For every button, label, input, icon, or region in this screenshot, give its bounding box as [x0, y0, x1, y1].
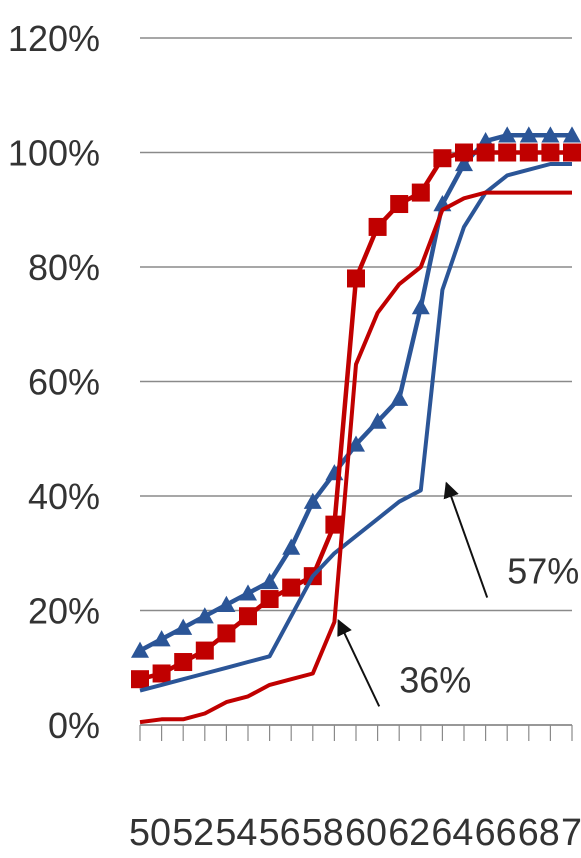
square-marker [260, 590, 279, 609]
annotation-2: 36% [337, 619, 471, 707]
triangle-marker [174, 618, 193, 635]
triangle-marker [519, 126, 538, 143]
triangle-marker [217, 595, 236, 612]
series-2 [131, 143, 581, 689]
annotation-1: 57% [443, 481, 579, 598]
square-marker [390, 195, 409, 214]
x-tick-label: 62 [388, 812, 430, 854]
series-group [131, 126, 581, 725]
x-tick-label: 60 [345, 812, 387, 854]
annotations: 57% 36% [337, 481, 579, 707]
series-4 [139, 190, 572, 725]
triangle-marker [498, 126, 517, 143]
series-line [139, 190, 572, 725]
square-marker [174, 653, 193, 672]
square-marker [519, 143, 538, 162]
x-tick-label: 56 [259, 812, 301, 854]
x-tick-label: 66 [475, 812, 517, 854]
y-tick-label: 0% [48, 705, 100, 746]
annotation-label: 57% [507, 551, 579, 592]
triangle-marker [347, 435, 365, 452]
square-marker [368, 217, 387, 236]
x-tick-label: 50 [129, 812, 171, 854]
x-tick-label: 54 [215, 812, 257, 854]
square-marker [325, 515, 344, 534]
x-tick-label: 70 [561, 812, 581, 854]
y-tick-labels: 0% 20% 40% 60% 80% 100% 120% [8, 18, 100, 746]
triangle-marker [260, 572, 279, 590]
y-tick-label: 40% [28, 476, 100, 517]
square-marker [195, 641, 214, 660]
x-tick-label: 52 [172, 812, 214, 854]
gridlines [139, 37, 573, 741]
triangle-marker [131, 641, 149, 658]
y-tick-label: 80% [28, 247, 100, 288]
series-line [139, 162, 572, 693]
triangle-marker [282, 538, 301, 555]
square-marker [282, 578, 301, 597]
y-tick-label: 100% [8, 133, 100, 174]
triangle-marker [455, 154, 473, 172]
triangle-marker [411, 298, 430, 315]
annotation-label: 36% [399, 659, 471, 700]
square-marker [131, 670, 149, 689]
triangle-marker [195, 607, 214, 624]
triangle-marker [239, 584, 257, 601]
x-tick-label: 64 [431, 812, 473, 854]
triangle-marker [152, 630, 171, 647]
annotation-arrow [337, 619, 381, 707]
triangle-marker [390, 389, 409, 406]
triangle-marker [303, 492, 322, 509]
square-marker [498, 143, 517, 162]
annotation-arrow [443, 481, 489, 598]
square-marker [152, 664, 171, 683]
y-tick-label: 60% [28, 362, 100, 403]
square-marker [347, 269, 365, 288]
square-marker [563, 143, 581, 162]
y-tick-label: 20% [28, 591, 100, 632]
square-marker [239, 607, 257, 626]
triangle-marker [368, 412, 387, 429]
square-marker [541, 143, 560, 162]
triangle-marker [541, 126, 560, 143]
x-tick-label: 68 [518, 812, 560, 854]
square-marker [411, 183, 430, 202]
x-tick-label: 58 [302, 812, 344, 854]
square-marker [217, 624, 236, 643]
y-tick-label: 120% [8, 18, 100, 59]
square-marker [433, 149, 452, 168]
series-3 [139, 162, 572, 693]
square-marker [476, 143, 495, 162]
series-line [139, 150, 572, 682]
x-tick-labels: 5052545658606264666870 [129, 812, 581, 854]
square-marker [455, 143, 473, 162]
triangle-marker [563, 126, 581, 143]
